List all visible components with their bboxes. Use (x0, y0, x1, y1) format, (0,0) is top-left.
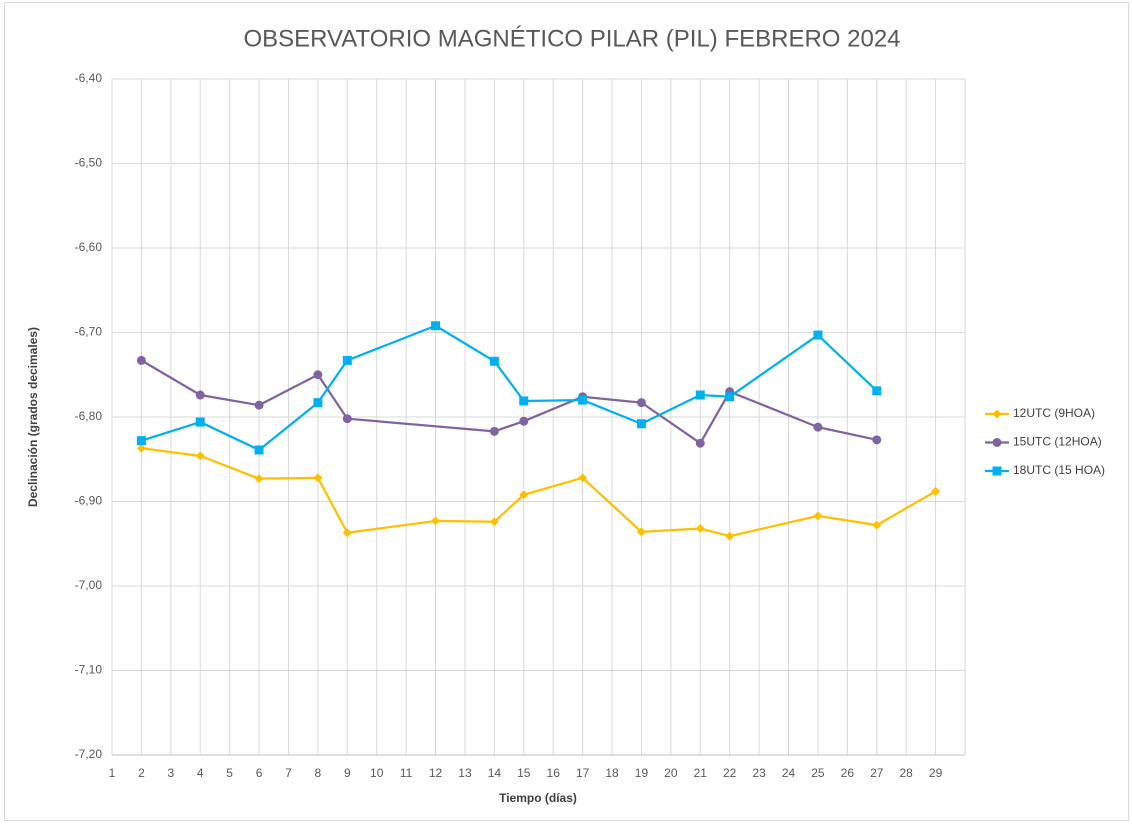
y-tick-label: -6,70 (75, 325, 103, 339)
y-tick-label: -6,60 (75, 240, 103, 254)
marker (489, 517, 499, 527)
marker (313, 398, 323, 408)
x-tick-label: 7 (285, 766, 292, 780)
legend-marker (992, 409, 1002, 419)
x-tick-label: 23 (752, 766, 766, 780)
x-tick-label: 14 (488, 766, 502, 780)
marker (813, 422, 823, 432)
legend-label: 12UTC (9HOA) (1013, 406, 1095, 420)
marker (254, 474, 264, 484)
x-tick-label: 5 (226, 766, 233, 780)
marker (136, 443, 146, 453)
y-tick-label: -7,10 (75, 663, 103, 677)
y-tick-label: -6,90 (75, 494, 103, 508)
y-tick-label: -7,00 (75, 578, 103, 592)
x-tick-label: 22 (723, 766, 737, 780)
legend-label: 18UTC (15 HOA) (1013, 463, 1105, 477)
x-tick-label: 9 (344, 766, 351, 780)
x-tick-label: 2 (138, 766, 145, 780)
x-tick-label: 19 (635, 766, 649, 780)
marker (725, 531, 735, 541)
marker (578, 395, 588, 405)
x-tick-label: 3 (167, 766, 174, 780)
x-tick-label: 6 (256, 766, 263, 780)
x-tick-label: 11 (400, 766, 413, 780)
marker (313, 370, 323, 380)
x-tick-label: 27 (870, 766, 884, 780)
marker (813, 511, 823, 521)
x-tick-label: 12 (429, 766, 443, 780)
x-tick-label: 15 (517, 766, 531, 780)
x-tick-label: 8 (315, 766, 322, 780)
marker (254, 400, 264, 410)
x-tick-label: 26 (841, 766, 855, 780)
marker (431, 321, 441, 331)
marker (342, 355, 352, 365)
chart-title: OBSERVATORIO MAGNÉTICO PILAR (PIL) FEBRE… (243, 25, 900, 52)
marker (519, 416, 529, 426)
x-tick-label: 17 (576, 766, 590, 780)
marker (519, 396, 529, 406)
marker (313, 473, 323, 483)
marker (695, 524, 705, 534)
x-tick-label: 10 (370, 766, 384, 780)
marker (636, 398, 646, 408)
legend-marker (992, 438, 1002, 447)
x-axis-title: Tiempo (días) (499, 791, 577, 805)
legend-label: 15UTC (12HOA) (1013, 435, 1102, 449)
marker (195, 417, 205, 427)
chart-border (4, 2, 1129, 821)
x-tick-label: 20 (664, 766, 678, 780)
marker (813, 330, 823, 340)
marker (195, 451, 205, 461)
marker (519, 490, 529, 500)
x-tick-label: 16 (547, 766, 561, 780)
series-line (141, 324, 878, 452)
x-tick-label: 29 (929, 766, 943, 780)
marker (931, 486, 941, 496)
marker (195, 390, 205, 400)
marker (636, 527, 646, 537)
x-tick-label: 13 (458, 766, 472, 780)
marker (342, 528, 352, 538)
y-tick-label: -7,20 (75, 747, 103, 761)
x-tick-label: 24 (782, 766, 796, 780)
x-tick-label: 21 (694, 766, 708, 780)
marker (872, 386, 882, 396)
marker (489, 426, 499, 436)
y-tick-label: -6,50 (75, 156, 103, 170)
legend-marker (992, 466, 1002, 476)
marker (578, 473, 588, 483)
x-tick-label: 4 (197, 766, 204, 780)
y-tick-label: -6,40 (75, 71, 103, 85)
y-axis-title: Declinación (grados decimales) (26, 327, 40, 507)
y-tick-label: -6,80 (75, 409, 103, 423)
marker (695, 438, 705, 448)
x-tick-label: 18 (605, 766, 619, 780)
marker (636, 419, 646, 429)
marker (695, 390, 705, 400)
marker (342, 414, 352, 424)
marker (489, 356, 499, 366)
marker (872, 520, 882, 530)
x-tick-label: 28 (899, 766, 913, 780)
marker (254, 445, 264, 455)
marker (136, 436, 146, 446)
marker (872, 435, 882, 445)
x-tick-label: 25 (811, 766, 825, 780)
x-tick-label: 1 (109, 766, 116, 780)
marker (431, 516, 441, 526)
marker (136, 355, 146, 365)
marker (725, 392, 735, 402)
